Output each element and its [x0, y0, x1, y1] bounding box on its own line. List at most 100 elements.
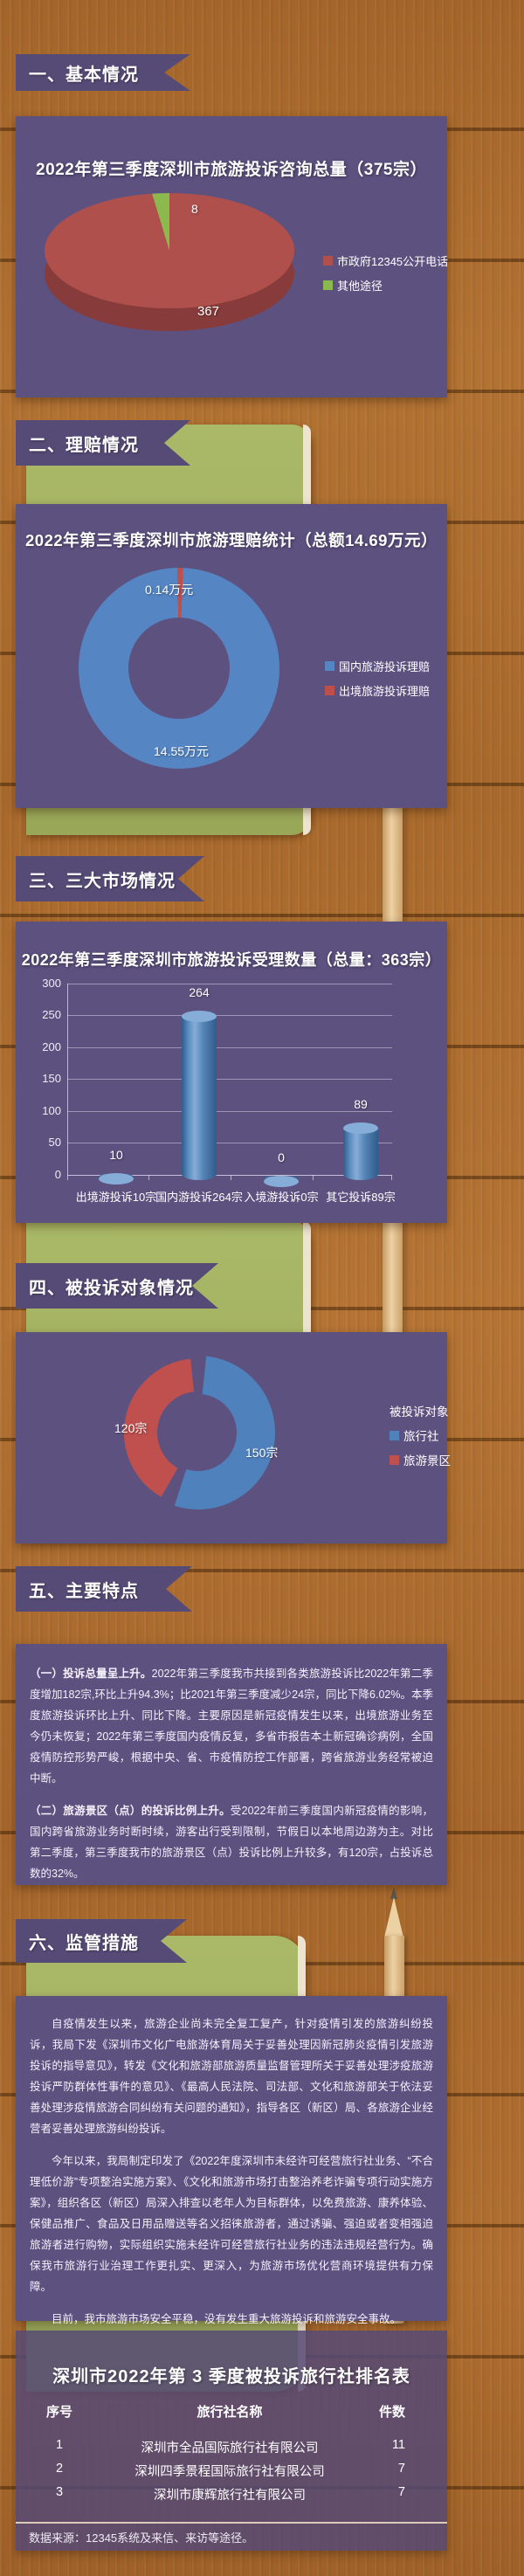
- y-tick-label: 100: [42, 1104, 61, 1117]
- y-tick-label: 50: [48, 1136, 61, 1149]
- legend-swatch-blue: [390, 1430, 399, 1440]
- y-tick-label: 200: [42, 1040, 61, 1053]
- panel-complaint-volume: 2022年第三季度深圳市旅游投诉受理数量（总量：363宗） 300 250 20…: [16, 922, 447, 1223]
- x-category-label: 其它投诉89宗: [326, 1191, 396, 1204]
- legend-swatch-green: [323, 280, 333, 290]
- panel-complained-objects: 120宗 150宗 被投诉对象 旅行社 旅游景区: [16, 1332, 451, 1544]
- bar-cylinder: [182, 1011, 217, 1180]
- section-banner-complained-objects: 四、被投诉对象情况: [16, 1263, 218, 1309]
- header-count: 件数: [378, 2405, 405, 2420]
- legend-item: 旅行社: [390, 1426, 451, 1444]
- bar-cylinder: [99, 1173, 134, 1184]
- y-axis-line: [67, 984, 68, 1176]
- pencil-tip-icon: [384, 1897, 403, 1937]
- doughnut-slice-scenic-area: [124, 1358, 195, 1497]
- cell-agency-name: 深圳市康辉旅行社有限公司: [154, 2489, 306, 2503]
- ring-value-label-agency: 150宗: [245, 1446, 279, 1460]
- chart-title: 2022年第三季度深圳市旅游投诉咨询总量（375宗）: [36, 161, 427, 179]
- table-row: 3 深圳市康辉旅行社有限公司 7: [16, 2485, 447, 2508]
- cell-rank: 3: [55, 2485, 64, 2499]
- cell-count: 7: [397, 2462, 405, 2476]
- section-banner-markets: 三、三大市场情况: [16, 856, 204, 901]
- doughnut-chart-claims: [79, 568, 279, 769]
- banner-label: 六、监管措施: [29, 1933, 139, 1953]
- panel-main-features: （一）投诉总量呈上升。2022年第三季度我市共接到各类旅游投诉比2022年第二季…: [16, 1644, 447, 1885]
- legend-swatch-red: [325, 686, 334, 695]
- legend-label: 国内旅游投诉理赔: [339, 660, 431, 673]
- bar-cylinder: [343, 1122, 378, 1180]
- panel-claims: 2022年第三季度深圳市旅游理赔统计（总额14.69万元） 0.14万元 14.…: [16, 504, 447, 808]
- panel-consultation-volume: 2022年第三季度深圳市旅游投诉咨询总量（375宗） 8 367 市政府1234…: [16, 116, 448, 397]
- ranking-table-panel: 深圳市2022年第 3 季度被投诉旅行社排名表 序号 旅行社名称 件数 1 深圳…: [16, 2331, 447, 2551]
- data-source-note: 数据来源：12345系统及来信、来访等途径。: [29, 2531, 254, 2545]
- feature-paragraph: （二）旅游景区（点）的投诉比例上升。受2022年前三季度国内新冠疫情的影响，国内…: [30, 1800, 433, 1884]
- measures-paragraph: 目前，我市旅游市场安全平稳，没有发生重大旅游投诉和旅游安全事故。: [52, 2313, 402, 2325]
- doughnut-slice-travel-agency: [174, 1356, 275, 1510]
- objects-legend: 被投诉对象 旅行社 旅游景区: [390, 1402, 451, 1468]
- bar-value-label: 264: [189, 985, 210, 999]
- gridline: [67, 1175, 392, 1176]
- ring-value-label-outbound: 0.14万元: [145, 583, 194, 597]
- pie-slices: [45, 193, 294, 308]
- table-footer-divider: [16, 2522, 447, 2524]
- banner-label: 三、三大市场情况: [29, 871, 176, 891]
- banner-label: 一、基本情况: [29, 65, 139, 85]
- bar-value-label: 10: [109, 1148, 123, 1162]
- split-doughnut-chart: [124, 1356, 275, 1510]
- pie-chart-consultation: 8 367: [45, 193, 294, 331]
- pie-legend: 市政府12345公开电话 其他途径: [323, 252, 448, 294]
- banner-label: 二、理赔情况: [29, 435, 139, 455]
- legend-label: 其他途径: [337, 280, 383, 293]
- cell-rank: 1: [55, 2438, 64, 2452]
- gridline: [67, 1079, 392, 1080]
- cell-count: 11: [391, 2438, 405, 2452]
- pie-value-label-other: 8: [191, 202, 198, 216]
- section-banner-basic: 一、基本情况: [16, 54, 190, 91]
- cell-agency-name: 深圳市全品国际旅行社有限公司: [141, 2441, 319, 2455]
- banner-label: 五、主要特点: [29, 1581, 139, 1601]
- gridline: [67, 1047, 392, 1048]
- pencil-tip-icon: [390, 1887, 397, 1899]
- gridline: [67, 1015, 392, 1016]
- x-tick: [67, 1175, 68, 1180]
- ring-value-label-scenic: 120宗: [114, 1421, 148, 1435]
- x-tick: [391, 1175, 392, 1180]
- ring-value-label-domestic: 14.55万元: [154, 744, 210, 758]
- y-tick-label: 0: [54, 1168, 61, 1181]
- legend-label: 出境旅游投诉理赔: [339, 685, 431, 698]
- y-tick-label: 250: [42, 1008, 61, 1021]
- x-category-label: 出境游投诉10宗: [75, 1191, 157, 1204]
- legend-title: 被投诉对象: [390, 1402, 451, 1419]
- x-tick: [313, 1175, 314, 1180]
- table-header-row: 序号 旅行社名称 件数: [16, 2402, 447, 2425]
- feature-body: 2022年第三季度我市共接到各类旅游投诉比2022年第二季度增加182宗,环比上…: [30, 1668, 433, 1785]
- cell-agency-name: 深圳四季景程国际旅行社有限公司: [134, 2465, 325, 2479]
- legend-title-label: 被投诉对象: [390, 1405, 449, 1419]
- feature-lead: （一）投诉总量呈上升。: [30, 1668, 152, 1680]
- table-row: 2 深圳四季景程国际旅行社有限公司 7: [16, 2462, 447, 2484]
- panel-regulatory-measures: 自疫情发生以来，旅游企业尚未完全复工复产，针对疫情引发的旅游纠纷投诉，我局下发《…: [16, 1996, 447, 2325]
- cell-rank: 2: [55, 2462, 64, 2476]
- chart-title: 2022年第三季度深圳市旅游理赔统计（总额14.69万元）: [25, 531, 438, 549]
- legend-label: 旅行社: [403, 1430, 439, 1443]
- y-tick-label: 150: [42, 1072, 61, 1085]
- legend-label: 旅游景区: [403, 1454, 451, 1468]
- bar-chart-markets: 300 250 200 150 100 50 0 10 264 0 89: [16, 922, 447, 1223]
- pie-value-label-hotline: 367: [197, 304, 220, 319]
- legend-item: 国内旅游投诉理赔: [325, 658, 430, 674]
- measures-text: 自疫情发生以来，旅游企业尚未完全复工复产，针对疫情引发的旅游纠纷投诉，我局下发《…: [16, 2013, 447, 2341]
- feature-body: 受2022年前三季度国内新冠疫情的影响，国内跨省旅游业务时断时续，游客出行受到限…: [30, 1805, 433, 1880]
- measures-paragraph: 今年以来，我局制定印发了《2022年度深圳市未经许可经营旅行社业务、“不合理低价…: [30, 2155, 433, 2293]
- measures-paragraph: 自疫情发生以来，旅游企业尚未完全复工复产，针对疫情引发的旅游纠纷投诉，我局下发《…: [30, 2018, 433, 2135]
- table-title: 深圳市2022年第 3 季度被投诉旅行社排名表: [52, 2367, 410, 2386]
- bar-value-label: 89: [354, 1097, 368, 1111]
- table-row: 1 深圳市全品国际旅行社有限公司 11: [16, 2438, 447, 2461]
- legend-swatch-red: [323, 256, 333, 266]
- legend-item: 出境旅游投诉理赔: [325, 682, 430, 699]
- legend-label: 市政府12345公开电话: [337, 255, 449, 268]
- features-text: （一）投诉总量呈上升。2022年第三季度我市共接到各类旅游投诉比2022年第二季…: [16, 1663, 447, 1896]
- bar-value-label: 0: [278, 1150, 285, 1164]
- header-rank: 序号: [45, 2405, 72, 2420]
- gridline: [67, 1111, 392, 1112]
